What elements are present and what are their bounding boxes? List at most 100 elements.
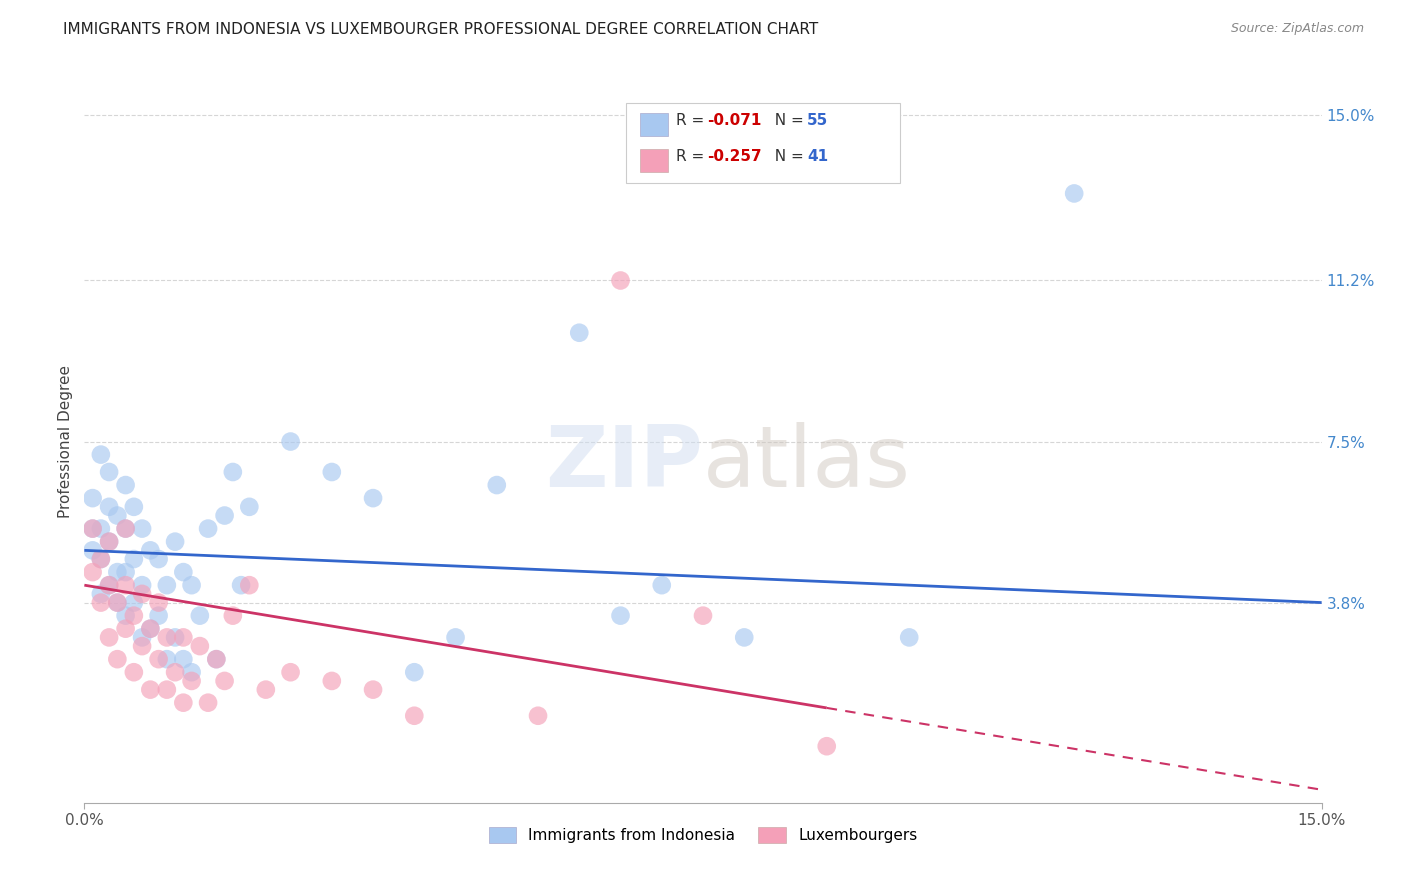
Point	[444, 631, 467, 645]
Point	[172, 631, 194, 645]
Point	[197, 696, 219, 710]
Point	[148, 552, 170, 566]
Point	[321, 673, 343, 688]
Point	[82, 491, 104, 505]
Point	[114, 478, 136, 492]
Point	[98, 534, 121, 549]
Point	[139, 622, 162, 636]
Point	[98, 500, 121, 514]
Point	[527, 708, 550, 723]
Point	[131, 578, 153, 592]
Point	[156, 652, 179, 666]
Point	[188, 639, 211, 653]
Point	[238, 578, 260, 592]
Point	[148, 596, 170, 610]
Legend: Immigrants from Indonesia, Luxembourgers: Immigrants from Indonesia, Luxembourgers	[482, 822, 924, 849]
Point	[98, 534, 121, 549]
Point	[98, 578, 121, 592]
Point	[114, 608, 136, 623]
Point	[122, 608, 145, 623]
Point	[114, 522, 136, 536]
Point	[222, 608, 245, 623]
Point	[229, 578, 252, 592]
Point	[214, 673, 236, 688]
Point	[90, 552, 112, 566]
Point	[156, 682, 179, 697]
Point	[568, 326, 591, 340]
Y-axis label: Professional Degree: Professional Degree	[58, 365, 73, 518]
Point	[90, 587, 112, 601]
Point	[692, 608, 714, 623]
Point	[148, 652, 170, 666]
Point	[404, 708, 426, 723]
Point	[156, 631, 179, 645]
Point	[148, 608, 170, 623]
Point	[156, 578, 179, 592]
Text: R =: R =	[676, 113, 710, 128]
Point	[82, 543, 104, 558]
Point	[98, 465, 121, 479]
Point	[404, 665, 426, 680]
Point	[114, 578, 136, 592]
Point	[90, 552, 112, 566]
Text: ZIP: ZIP	[546, 422, 703, 505]
Point	[485, 478, 508, 492]
Point	[222, 465, 245, 479]
Point	[188, 608, 211, 623]
Text: IMMIGRANTS FROM INDONESIA VS LUXEMBOURGER PROFESSIONAL DEGREE CORRELATION CHART: IMMIGRANTS FROM INDONESIA VS LUXEMBOURGE…	[63, 22, 818, 37]
Point	[139, 622, 162, 636]
Point	[280, 665, 302, 680]
Point	[238, 500, 260, 514]
Text: -0.257: -0.257	[707, 149, 762, 164]
Point	[139, 682, 162, 697]
Point	[172, 696, 194, 710]
Point	[1063, 186, 1085, 201]
Point	[131, 587, 153, 601]
Point	[122, 500, 145, 514]
Point	[122, 596, 145, 610]
Point	[165, 534, 187, 549]
Text: N =: N =	[765, 149, 808, 164]
Point	[98, 631, 121, 645]
Point	[139, 543, 162, 558]
Point	[131, 631, 153, 645]
Point	[361, 682, 384, 697]
Point	[361, 491, 384, 505]
Point	[131, 522, 153, 536]
Point	[180, 665, 202, 680]
Text: R =: R =	[676, 149, 710, 164]
Point	[90, 522, 112, 536]
Point	[205, 652, 228, 666]
Point	[82, 522, 104, 536]
Point	[197, 522, 219, 536]
Point	[254, 682, 277, 697]
Point	[105, 596, 128, 610]
Point	[114, 522, 136, 536]
Text: Source: ZipAtlas.com: Source: ZipAtlas.com	[1230, 22, 1364, 36]
Text: N =: N =	[765, 113, 808, 128]
Point	[105, 508, 128, 523]
Point	[609, 273, 631, 287]
Point	[122, 552, 145, 566]
Point	[651, 578, 673, 592]
Text: 55: 55	[807, 113, 828, 128]
Point	[214, 508, 236, 523]
Point	[165, 665, 187, 680]
Point	[98, 578, 121, 592]
Point	[82, 522, 104, 536]
Point	[105, 596, 128, 610]
Point	[105, 565, 128, 579]
Text: atlas: atlas	[703, 422, 911, 505]
Point	[82, 565, 104, 579]
Point	[114, 622, 136, 636]
Point	[90, 596, 112, 610]
Point	[205, 652, 228, 666]
Point	[90, 448, 112, 462]
Point	[321, 465, 343, 479]
Point	[105, 652, 128, 666]
Point	[131, 639, 153, 653]
Text: -0.071: -0.071	[707, 113, 762, 128]
Point	[180, 578, 202, 592]
Point	[172, 652, 194, 666]
Point	[165, 631, 187, 645]
